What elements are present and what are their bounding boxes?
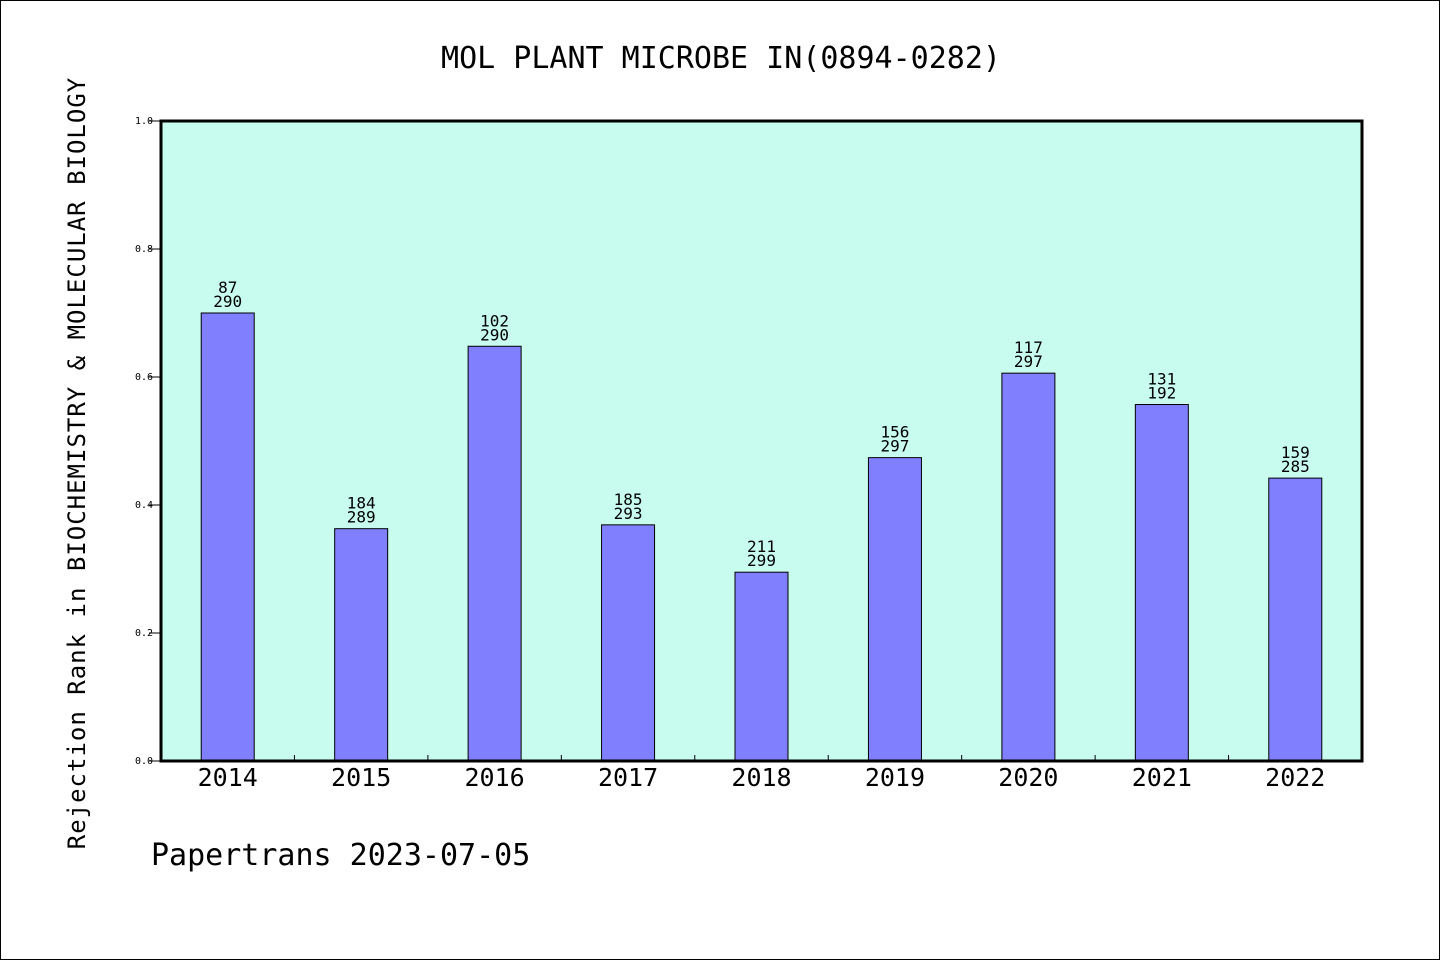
y-tick-label: 0.0	[135, 756, 153, 767]
rank-label: 211	[747, 537, 776, 556]
total-label: 290	[480, 325, 509, 344]
bar-2016	[467, 345, 522, 762]
x-tick-label: 2021	[1132, 763, 1192, 792]
bar-2017	[601, 524, 656, 762]
bar-2015	[334, 528, 389, 762]
plot-frame	[159, 119, 1364, 763]
total-label: 285	[1281, 457, 1310, 476]
rank-label: 185	[614, 490, 643, 509]
bar-2018	[734, 571, 789, 762]
total-label: 289	[347, 508, 376, 527]
x-tick-label: 2020	[998, 763, 1058, 792]
y-tick-label: 1.0	[135, 116, 153, 127]
total-label: 192	[1147, 384, 1176, 403]
x-tick-label: 2018	[731, 763, 791, 792]
y-tick-label: 0.8	[135, 244, 153, 255]
rank-label: 184	[347, 494, 376, 513]
bars	[200, 312, 1323, 762]
rank-label: 87	[218, 278, 237, 297]
chart-title: MOL PLANT MICROBE IN(0894-0282)	[441, 41, 1001, 76]
total-label: 293	[614, 504, 643, 523]
x-tick-label: 2015	[331, 763, 391, 792]
y-tick-label: 0.6	[135, 372, 153, 383]
axis-ticks: 0.0 0.2 0.4 0.6 0.8 1.0	[135, 116, 1230, 767]
rank-label: 102	[480, 311, 509, 330]
rank-label: 117	[1014, 338, 1043, 357]
total-label: 290	[213, 292, 242, 311]
rank-label: 156	[880, 423, 909, 442]
bar-2019	[867, 457, 922, 762]
bar-2014	[200, 312, 255, 762]
data-labels: 8729020141842892015102290201618529320172…	[198, 278, 1326, 792]
y-tick-label: 0.2	[135, 628, 153, 639]
bar-2020	[1001, 372, 1056, 762]
total-label: 297	[880, 437, 909, 456]
bar-2022	[1268, 477, 1323, 762]
y-axis-label: Rejection Rank in BIOCHEMISTRY & MOLECUL…	[63, 77, 91, 849]
rank-label: 131	[1147, 370, 1176, 389]
x-tick-label: 2022	[1265, 763, 1325, 792]
x-tick-label: 2014	[198, 763, 258, 792]
rank-label: 159	[1281, 443, 1310, 462]
x-tick-label: 2019	[865, 763, 925, 792]
bar-2021	[1134, 404, 1189, 762]
x-tick-label: 2017	[598, 763, 658, 792]
total-label: 299	[747, 551, 776, 570]
total-label: 297	[1014, 352, 1043, 371]
y-tick-label: 0.4	[135, 500, 153, 511]
x-tick-label: 2016	[465, 763, 525, 792]
footer-text: Papertrans 2023-07-05	[151, 838, 530, 873]
